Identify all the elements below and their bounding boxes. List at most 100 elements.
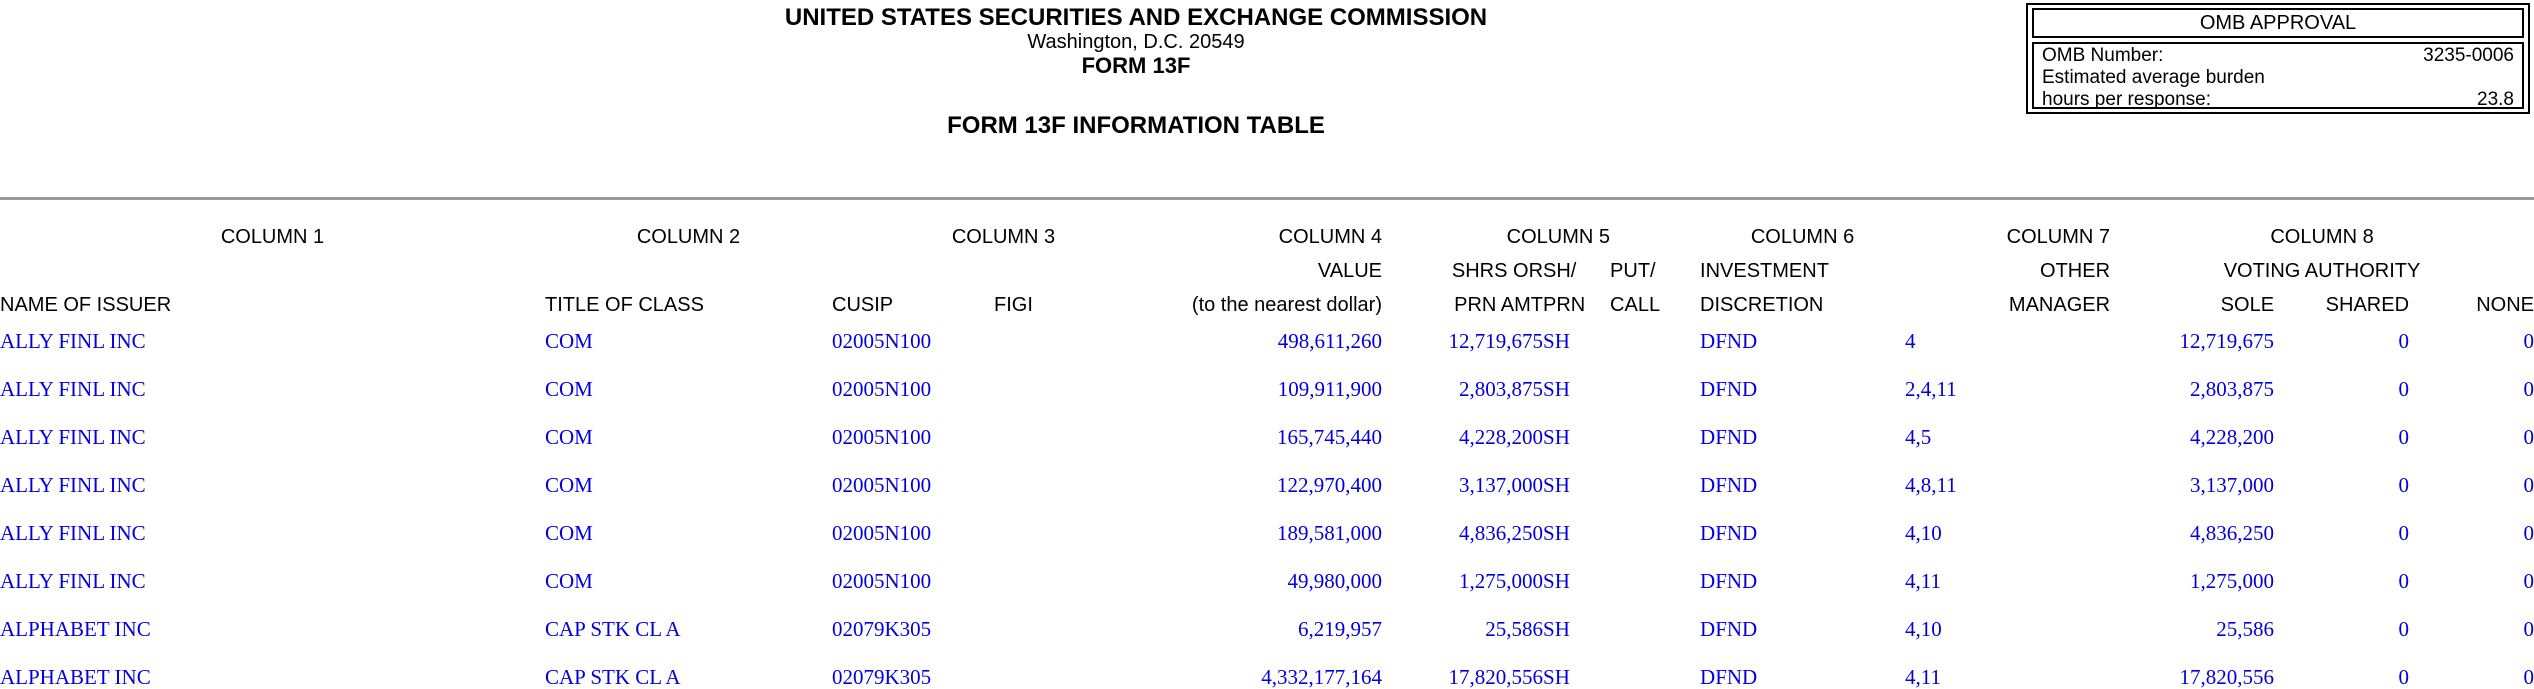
cell-shrs_or_prn_amt: 4,836,250: [1459, 520, 1544, 545]
header-cusip: CUSIP: [832, 294, 894, 316]
cell-sole: 4,228,200: [2190, 424, 2275, 449]
header-column-4: COLUMN 4: [1278, 226, 1383, 248]
cell-other_manager: 4,11: [1905, 568, 1942, 593]
cell-other_manager: 4,11: [1905, 664, 1942, 689]
form-name: FORM 13F: [1081, 53, 1191, 78]
cell-sh_prn: SH: [1543, 520, 1570, 545]
cell-shrs_or_prn_amt: 25,586: [1485, 616, 1544, 641]
header-shared: SHARED: [2325, 294, 2410, 316]
cell-none: 0: [2523, 616, 2534, 641]
cell-put_call: [1610, 653, 1700, 689]
cell-none: 0: [2523, 664, 2534, 689]
omb-number-label: OMB Number:: [2042, 45, 2164, 66]
cell-put_call: [1610, 317, 1700, 365]
cell-name_of_issuer: ALLY FINL INC: [0, 520, 146, 545]
cell-none: 0: [2523, 568, 2534, 593]
omb-number-line: OMB Number: 3235-0006: [2042, 45, 2514, 67]
header-shrs-or: SHRS OR: [1451, 260, 1544, 282]
information-table: COLUMN 1 COLUMN 2 COLUMN 3 COLUMN 4 COLU…: [0, 205, 2534, 689]
cell-name_of_issuer: ALLY FINL INC: [0, 472, 146, 497]
table-row: ALLY FINL INC COM 02005N100 49,980,000 1,275…: [0, 557, 2534, 605]
header-to-nearest-dollar: (to the nearest dollar): [1191, 294, 1383, 316]
header-column-7: COLUMN 7: [2006, 226, 2111, 248]
header-column-5: COLUMN 5: [1506, 226, 1611, 248]
cell-shared: 0: [2398, 328, 2410, 353]
table-row: ALLY FINL INC COM 02005N100 122,970,400 3,13…: [0, 461, 2534, 509]
agency-location: Washington, D.C. 20549: [1027, 31, 1245, 53]
header-manager: MANAGER: [2008, 294, 2111, 316]
cell-name_of_issuer: ALLY FINL INC: [0, 568, 146, 593]
cell-figi: [994, 461, 1175, 509]
header-column-8: COLUMN 8: [2270, 226, 2374, 248]
header-sole: SOLE: [2220, 294, 2275, 316]
cell-put_call: [1610, 413, 1700, 461]
cell-title_of_class: COM: [545, 376, 593, 401]
cell-none: 0: [2523, 376, 2534, 401]
cell-shrs_or_prn_amt: 4,228,200: [1459, 424, 1544, 449]
cell-investment_discretion: DFND: [1700, 664, 1758, 689]
cell-sh_prn: SH: [1543, 568, 1570, 593]
table-row: ALLY FINL INC COM 02005N100 165,745,440 4,22…: [0, 413, 2534, 461]
page-header: UNITED STATES SECURITIES AND EXCHANGE CO…: [0, 5, 2272, 78]
cell-other_manager: 4,8,11: [1905, 472, 1957, 497]
cell-name_of_issuer: ALPHABET INC: [0, 616, 151, 641]
cell-sole: 1,275,000: [2190, 568, 2275, 593]
cell-other_manager: 2,4,11: [1905, 376, 1957, 401]
cell-title_of_class: COM: [545, 568, 593, 593]
header-other: OTHER: [2040, 260, 2111, 282]
header-row-fields: NAME OF ISSUER TITLE OF CLASS CUSIP FIGI…: [0, 283, 2534, 317]
cell-shared: 0: [2398, 376, 2410, 401]
omb-burden-label-1: Estimated average burden: [2042, 67, 2265, 88]
cell-value: 4,332,177,164: [1261, 664, 1383, 689]
cell-investment_discretion: DFND: [1700, 328, 1758, 353]
cell-value: 165,745,440: [1277, 424, 1383, 449]
cell-sole: 4,836,250: [2190, 520, 2275, 545]
header-divider-line: [0, 197, 2534, 200]
table-row: ALLY FINL INC COM 02005N100 498,611,260 12,7…: [0, 317, 2534, 365]
cell-investment_discretion: DFND: [1700, 616, 1758, 641]
header-column-1: COLUMN 1: [220, 226, 325, 248]
header-put: PUT/: [1610, 260, 1656, 282]
cell-sole: 3,137,000: [2190, 472, 2275, 497]
cell-shared: 0: [2398, 424, 2410, 449]
cell-shared: 0: [2398, 568, 2410, 593]
cell-value: 49,980,000: [1287, 568, 1383, 593]
cell-name_of_issuer: ALLY FINL INC: [0, 424, 146, 449]
cell-investment_discretion: DFND: [1700, 520, 1758, 545]
cell-sole: 25,586: [2216, 616, 2275, 641]
cell-sh_prn: SH: [1543, 424, 1570, 449]
cell-title_of_class: COM: [545, 472, 593, 497]
omb-burden-label-2: hours per response:: [2042, 89, 2211, 110]
cell-cusip: 02005N100: [832, 328, 932, 353]
cell-other_manager: 4,10: [1905, 616, 1942, 641]
table-body: ALLY FINL INC COM 02005N100 498,611,260 12,7…: [0, 317, 2534, 689]
table-header: COLUMN 1 COLUMN 2 COLUMN 3 COLUMN 4 COLU…: [0, 205, 2534, 317]
header-figi: FIGI: [994, 294, 1033, 316]
cell-investment_discretion: DFND: [1700, 472, 1758, 497]
cell-none: 0: [2523, 424, 2534, 449]
cell-shared: 0: [2398, 472, 2410, 497]
cell-investment_discretion: DFND: [1700, 568, 1758, 593]
header-column-spacer: [1610, 205, 1700, 249]
cell-title_of_class: CAP STK CL A: [545, 664, 681, 689]
cell-shared: 0: [2398, 664, 2410, 689]
table-row: ALPHABET INC CAP STK CL A 02079K305 4,332,1…: [0, 653, 2534, 689]
agency-title: UNITED STATES SECURITIES AND EXCHANGE CO…: [784, 4, 1488, 31]
cell-sh_prn: SH: [1543, 664, 1570, 689]
cell-investment_discretion: DFND: [1700, 376, 1758, 401]
header-name-of-issuer: NAME OF ISSUER: [0, 294, 172, 316]
cell-sh_prn: SH: [1543, 328, 1570, 353]
cell-figi: [994, 509, 1175, 557]
cell-value: 6,219,957: [1298, 616, 1383, 641]
header-row-sub: VALUE SHRS OR SH/ PUT/ INVESTMENT OTHER …: [0, 249, 2534, 283]
cell-name_of_issuer: ALLY FINL INC: [0, 376, 146, 401]
header-discretion: DISCRETION: [1700, 294, 1824, 316]
cell-cusip: 02005N100: [832, 376, 932, 401]
cell-cusip: 02005N100: [832, 472, 932, 497]
cell-cusip: 02005N100: [832, 424, 932, 449]
cell-shrs_or_prn_amt: 3,137,000: [1459, 472, 1544, 497]
cell-shrs_or_prn_amt: 12,719,675: [1448, 328, 1544, 353]
omb-burden-value: 23.8: [2477, 89, 2514, 110]
cell-title_of_class: COM: [545, 520, 593, 545]
